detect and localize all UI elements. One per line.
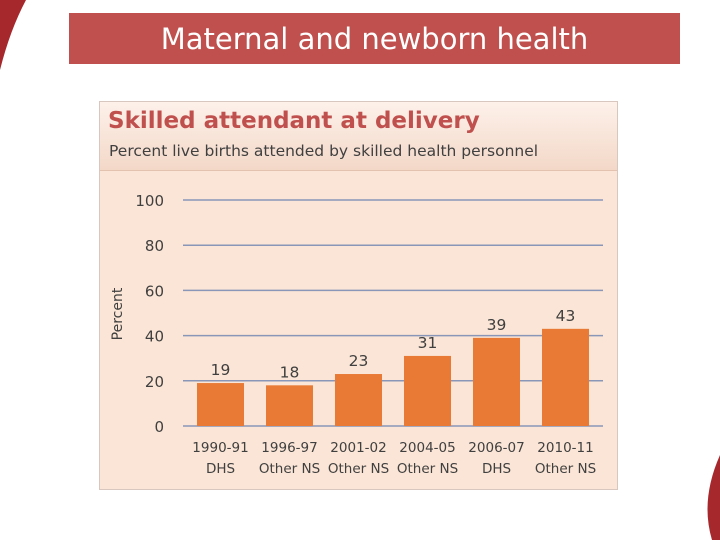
x-tick-label: Other NS: [535, 461, 596, 477]
x-tick-label: 2006-07: [468, 440, 524, 456]
slide-title-text: Maternal and newborn health: [160, 21, 589, 56]
y-tick-label: 20: [145, 373, 164, 391]
chart-panel: Skilled attendant at delivery Percent li…: [99, 101, 618, 490]
x-tick-label: DHS: [206, 461, 235, 477]
data-labels: 19 18 23 31 39 43: [211, 307, 576, 382]
slide-title: Maternal and newborn health: [69, 13, 680, 64]
bar-value-label: 31: [418, 334, 438, 352]
y-tick-label: 100: [135, 192, 164, 210]
y-tick-label: 60: [145, 282, 164, 300]
x-tick-label: 1996-97: [261, 440, 317, 456]
bar: [542, 328, 589, 426]
x-tick-label: Other NS: [259, 461, 320, 477]
bar: [404, 355, 451, 426]
y-axis-label: Percent: [110, 287, 126, 340]
x-tick-label: 2010-11: [537, 440, 593, 456]
x-axis-labels: 1990-91 DHS 1996-97 Other NS 2001-02 Other NS…: [192, 440, 596, 477]
y-axis-ticks: 0 20 40 60 80 100: [135, 192, 164, 436]
x-tick-label: DHS: [482, 461, 511, 477]
bar-value-label: 19: [211, 361, 231, 379]
bar-chart: 0 20 40 60 80 100 19 18 23 31 39 43 1990-91 DHS 1996…: [110, 192, 603, 477]
chart-subtitle: Percent live births attended by skilled …: [109, 142, 539, 160]
bar-value-label: 39: [487, 316, 507, 334]
x-tick-label: 2004-05: [399, 440, 455, 456]
bar: [335, 374, 382, 426]
x-tick-label: Other NS: [397, 461, 458, 477]
bar: [473, 337, 520, 426]
chart-title: Skilled attendant at delivery: [108, 108, 480, 134]
bar-value-label: 43: [556, 307, 576, 325]
y-tick-label: 40: [145, 328, 164, 346]
x-tick-label: Other NS: [328, 461, 389, 477]
x-tick-label: 2001-02: [330, 440, 386, 456]
bar-value-label: 18: [280, 363, 300, 381]
chart-header: Skilled attendant at delivery Percent li…: [100, 102, 617, 171]
bar-value-label: 23: [349, 352, 369, 370]
gridlines: [183, 199, 603, 427]
y-tick-label: 80: [145, 237, 164, 255]
x-tick-label: 1990-91: [192, 440, 248, 456]
bar: [197, 383, 244, 426]
bars: [197, 328, 589, 426]
y-tick-label: 0: [154, 418, 164, 436]
bar: [266, 385, 313, 426]
